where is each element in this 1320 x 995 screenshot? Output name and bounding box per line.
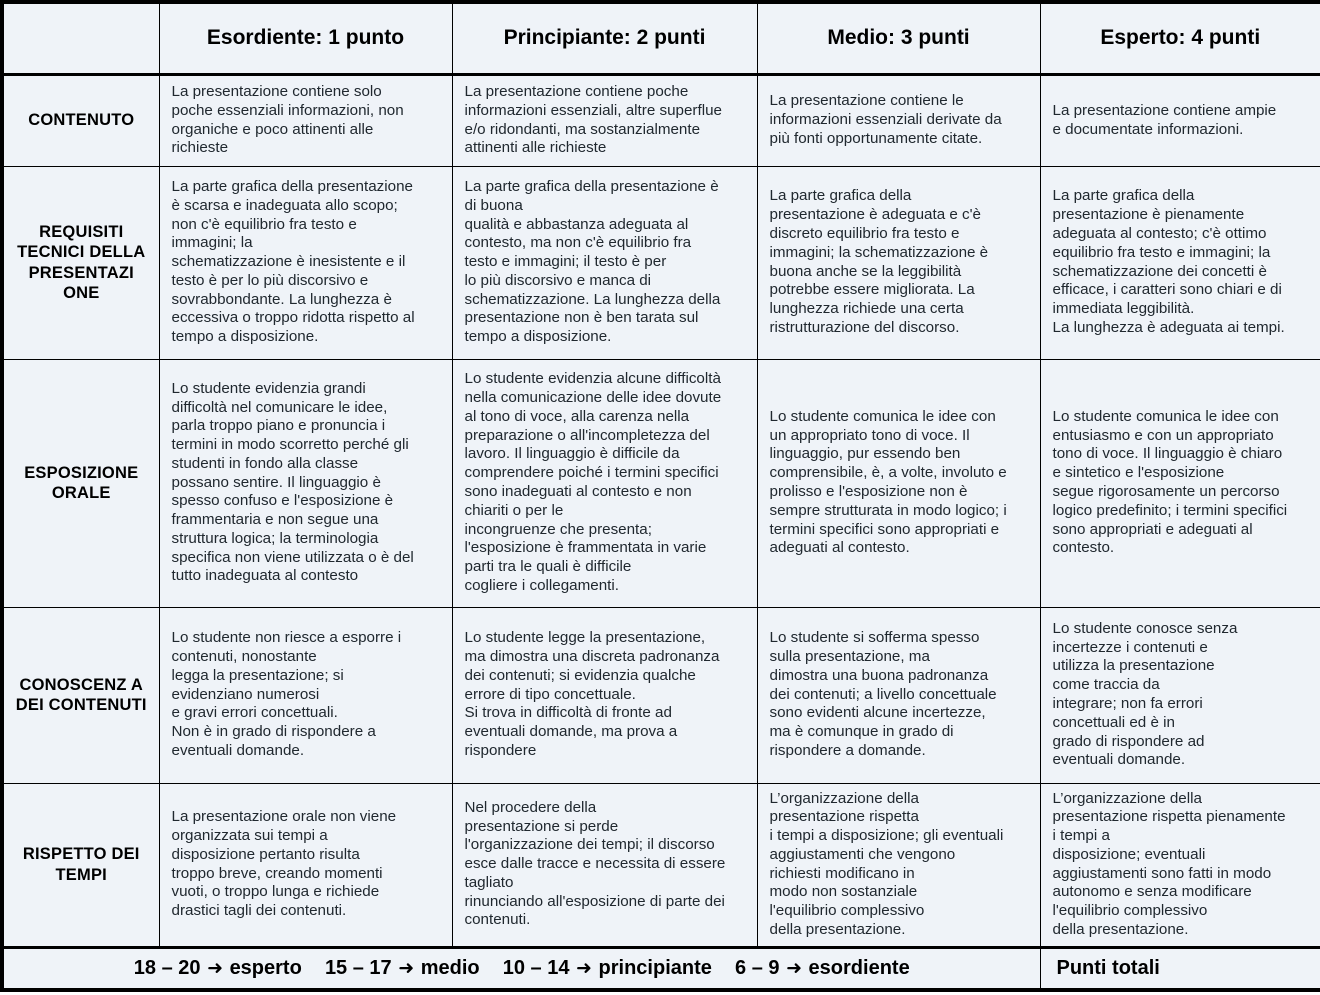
cell-esposizione-medio: Lo studente comunica le idee con un appr… [756, 358, 1041, 608]
cell-text: La presentazione contiene poche informaz… [464, 82, 722, 157]
cell-rispetto-principiante: Nel procedere della presentazione si per… [451, 782, 758, 949]
cell-contenuto-esordiente: La presentazione contiene solo poche ess… [158, 73, 453, 167]
score-legend-cell: 18 – 20 ➜ esperto 15 – 17 ➜ medio 10 – 1… [1, 945, 1041, 991]
header-level-esordiente: Esordiente: 1 punto [158, 1, 453, 76]
cell-esposizione-esordiente: Lo studente evidenzia grandi difficoltà … [158, 358, 453, 608]
table-row: ESPOSIZIONE ORALE Lo studente evidenzia … [1, 358, 1320, 608]
criterion-cell-contenuto: CONTENUTO [1, 73, 160, 167]
header-level-medio: Medio: 3 punti [756, 1, 1041, 76]
legend-label-esordiente: esordiente [808, 956, 910, 979]
header-corner-cell [1, 1, 160, 76]
header-level-medio-label: Medio: 3 punti [827, 25, 970, 49]
cell-requisiti-esordiente: La parte grafica della presentazione è s… [158, 165, 453, 360]
legend-range-medio: 15 – 17 [324, 956, 392, 979]
cell-requisiti-principiante: La parte grafica della presentazione è d… [451, 165, 758, 360]
criterion-cell-requisiti-tecnici: REQUISITI TECNICI DELLA PRESENTAZI ONE [1, 165, 160, 360]
cell-text: La presentazione contiene solo poche ess… [171, 82, 404, 157]
cell-text: La parte grafica della presentazione è d… [464, 178, 721, 346]
table-row: RISPETTO DEI TEMPI La presentazione oral… [1, 782, 1320, 949]
arrow-right-icon: ➜ [398, 956, 415, 979]
cell-conoscenza-esperto: Lo studente conosce senza incertezze i c… [1039, 606, 1320, 784]
score-legend: 18 – 20 ➜ esperto 15 – 17 ➜ medio 10 – 1… [4, 957, 1040, 980]
table-row: CONTENUTO La presentazione contiene solo… [1, 73, 1320, 167]
table-row: CONOSCENZ A DEI CONTENUTI Lo studente no… [1, 606, 1320, 784]
cell-contenuto-medio: La presentazione contiene le informazion… [756, 73, 1041, 167]
cell-text: La presentazione orale non viene organiz… [171, 808, 397, 920]
header-corner-label [4, 36, 159, 40]
cell-rispetto-esordiente: La presentazione orale non viene organiz… [158, 782, 453, 949]
header-level-esperto-label: Esperto: 4 punti [1100, 25, 1261, 49]
cell-text: Lo studente evidenzia alcune difficoltà … [464, 370, 722, 594]
cell-conoscenza-esordiente: Lo studente non riesce a esporre i conte… [158, 606, 453, 784]
cell-text: Lo studente legge la presentazione, ma d… [464, 629, 720, 759]
cell-esposizione-esperto: Lo studente comunica le idee con entusia… [1039, 358, 1320, 608]
arrow-right-icon: ➜ [576, 956, 592, 979]
criterion-cell-rispetto-tempi: RISPETTO DEI TEMPI [1, 782, 160, 949]
table-row: REQUISITI TECNICI DELLA PRESENTAZI ONE L… [1, 165, 1320, 360]
cell-text: Lo studente non riesce a esporre i conte… [171, 629, 402, 759]
table-footer-row: 18 – 20 ➜ esperto 15 – 17 ➜ medio 10 – 1… [1, 945, 1320, 991]
criterion-cell-conoscenza-contenuti: CONOSCENZ A DEI CONTENUTI [1, 606, 160, 784]
criterion-label-esposizione-orale: ESPOSIZIONE ORALE [24, 463, 139, 502]
legend-range-esperto: 18 – 20 [133, 956, 201, 979]
legend-range-principiante: 10 – 14 [502, 956, 570, 979]
arrow-right-icon: ➜ [207, 956, 223, 979]
header-level-principiante: Principiante: 2 punti [451, 1, 758, 76]
header-level-principiante-label: Principiante: 2 punti [503, 25, 706, 49]
cell-text: Nel procedere della presentazione si per… [464, 798, 726, 929]
criterion-label-conoscenza-contenuti: CONOSCENZ A DEI CONTENUTI [15, 675, 147, 714]
cell-text: La parte grafica della presentazione è p… [1052, 187, 1285, 336]
criterion-label-contenuto: CONTENUTO [28, 111, 135, 130]
legend-range-esordiente: 6 – 9 [735, 956, 780, 979]
cell-text: La presentazione contiene ampie e docume… [1052, 101, 1277, 138]
cell-text: Lo studente conosce senza incertezze i c… [1052, 619, 1238, 769]
cell-rispetto-esperto: L’organizzazione della presentazione ris… [1039, 782, 1320, 949]
legend-label-esperto: esperto [229, 956, 302, 979]
cell-rispetto-medio: L’organizzazione della presentazione ris… [756, 782, 1041, 949]
cell-text: L’organizzazione della presentazione ris… [1052, 789, 1286, 938]
total-points-label: Punti totali [1056, 956, 1160, 979]
cell-text: Lo studente evidenzia grandi difficoltà … [171, 379, 414, 585]
header-level-esordiente-label: Esordiente: 1 punto [206, 25, 405, 49]
total-points-cell: Punti totali [1039, 945, 1320, 991]
cell-text: La parte grafica della presentazione è s… [171, 178, 415, 346]
cell-conoscenza-medio: Lo studente si sofferma spesso sulla pre… [756, 606, 1041, 784]
cell-requisiti-esperto: La parte grafica della presentazione è p… [1039, 165, 1320, 360]
cell-conoscenza-principiante: Lo studente legge la presentazione, ma d… [451, 606, 758, 784]
cell-esposizione-principiante: Lo studente evidenzia alcune difficoltà … [451, 358, 758, 608]
cell-text: La parte grafica della presentazione è a… [769, 187, 989, 336]
cell-requisiti-medio: La parte grafica della presentazione è a… [756, 165, 1041, 360]
cell-text: Lo studente comunica le idee con un appr… [769, 407, 1007, 557]
cell-text: Lo studente si sofferma spesso sulla pre… [769, 629, 997, 759]
cell-text: La presentazione contiene le informazion… [769, 92, 1002, 147]
criterion-cell-esposizione-orale: ESPOSIZIONE ORALE [1, 358, 160, 608]
cell-contenuto-esperto: La presentazione contiene ampie e docume… [1039, 73, 1320, 167]
legend-label-principiante: principiante [598, 956, 712, 979]
criterion-label-requisiti-tecnici: REQUISITI TECNICI DELLA PRESENTAZI ONE [17, 222, 146, 302]
legend-label-medio: medio [420, 956, 480, 979]
criterion-label-rispetto-tempi: RISPETTO DEI TEMPI [22, 845, 140, 884]
cell-contenuto-principiante: La presentazione contiene poche informaz… [451, 73, 758, 167]
cell-text: L’organizzazione della presentazione ris… [769, 789, 1004, 938]
table-header-row: Esordiente: 1 punto Principiante: 2 punt… [1, 1, 1320, 76]
arrow-right-icon: ➜ [786, 956, 802, 979]
cell-text: Lo studente comunica le idee con entusia… [1052, 407, 1288, 557]
header-level-esperto: Esperto: 4 punti [1039, 1, 1320, 76]
